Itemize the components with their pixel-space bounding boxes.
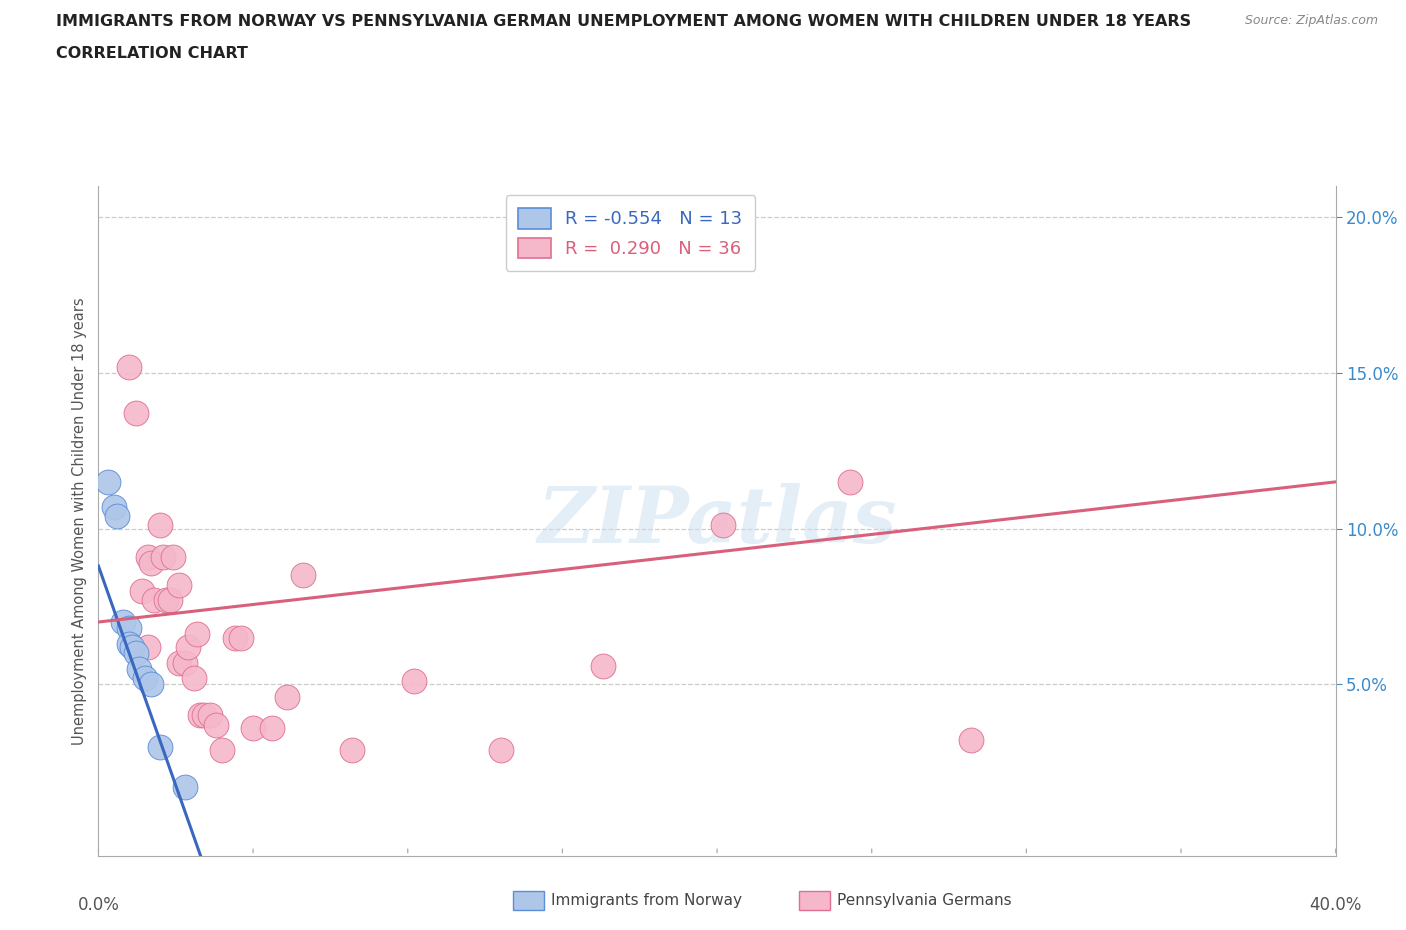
Y-axis label: Unemployment Among Women with Children Under 18 years: Unemployment Among Women with Children U… — [72, 297, 87, 745]
Point — [155, 592, 177, 607]
Text: CORRELATION CHART: CORRELATION CHART — [56, 46, 247, 61]
Point — [167, 578, 190, 592]
Point — [105, 509, 128, 524]
Point — [118, 359, 141, 374]
Point — [174, 655, 197, 670]
Point — [143, 592, 166, 607]
Text: IMMIGRANTS FROM NORWAY VS PENNSYLVANIA GERMAN UNEMPLOYMENT AMONG WOMEN WITH CHIL: IMMIGRANTS FROM NORWAY VS PENNSYLVANIA G… — [56, 14, 1191, 29]
Point — [186, 627, 208, 642]
Legend: R = -0.554   N = 13, R =  0.290   N = 36: R = -0.554 N = 13, R = 0.290 N = 36 — [506, 195, 755, 271]
Point — [276, 689, 298, 704]
Point — [193, 708, 215, 723]
Point — [134, 671, 156, 685]
Point — [260, 721, 283, 736]
Point — [139, 677, 162, 692]
Point — [152, 550, 174, 565]
Point — [711, 518, 734, 533]
Text: Pennsylvania Germans: Pennsylvania Germans — [837, 893, 1011, 908]
Point — [839, 474, 862, 489]
Point — [211, 742, 233, 757]
Text: 40.0%: 40.0% — [1309, 897, 1362, 914]
Point — [118, 636, 141, 651]
Point — [159, 592, 181, 607]
Point — [592, 658, 614, 673]
Point — [124, 645, 146, 660]
Point — [131, 583, 153, 598]
Point — [177, 640, 200, 655]
Point — [205, 717, 228, 732]
Point — [136, 640, 159, 655]
Text: Source: ZipAtlas.com: Source: ZipAtlas.com — [1244, 14, 1378, 27]
Point — [139, 555, 162, 570]
Point — [190, 708, 212, 723]
Point — [291, 568, 314, 583]
Point — [174, 779, 197, 794]
Point — [242, 721, 264, 736]
Point — [97, 474, 120, 489]
Point — [118, 621, 141, 636]
Text: ZIPatlas: ZIPatlas — [537, 483, 897, 559]
Point — [229, 631, 252, 645]
Point — [149, 518, 172, 533]
Point — [402, 673, 425, 688]
Point — [124, 405, 146, 420]
Point — [149, 739, 172, 754]
Point — [167, 655, 190, 670]
Point — [128, 661, 150, 676]
Point — [162, 550, 184, 565]
Point — [489, 742, 512, 757]
Point — [959, 733, 981, 748]
Point — [183, 671, 205, 685]
Text: 0.0%: 0.0% — [77, 897, 120, 914]
Point — [136, 550, 159, 565]
Point — [103, 499, 125, 514]
Text: Immigrants from Norway: Immigrants from Norway — [551, 893, 742, 908]
Point — [224, 631, 246, 645]
Point — [121, 640, 143, 655]
Point — [340, 742, 363, 757]
Point — [198, 708, 221, 723]
Point — [112, 615, 135, 630]
